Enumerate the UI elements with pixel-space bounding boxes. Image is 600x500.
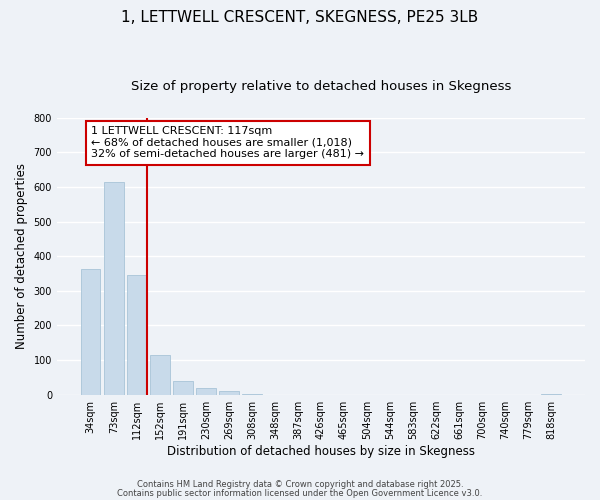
- Bar: [81, 270, 100, 394]
- Bar: [127, 276, 146, 394]
- Bar: [173, 380, 193, 394]
- X-axis label: Distribution of detached houses by size in Skegness: Distribution of detached houses by size …: [167, 444, 475, 458]
- Text: Contains HM Land Registry data © Crown copyright and database right 2025.: Contains HM Land Registry data © Crown c…: [137, 480, 463, 489]
- Bar: [104, 182, 124, 394]
- Text: 1, LETTWELL CRESCENT, SKEGNESS, PE25 3LB: 1, LETTWELL CRESCENT, SKEGNESS, PE25 3LB: [121, 10, 479, 25]
- Bar: [196, 388, 215, 394]
- Bar: [150, 355, 170, 395]
- Text: Contains public sector information licensed under the Open Government Licence v3: Contains public sector information licen…: [118, 488, 482, 498]
- Title: Size of property relative to detached houses in Skegness: Size of property relative to detached ho…: [131, 80, 511, 93]
- Y-axis label: Number of detached properties: Number of detached properties: [15, 163, 28, 349]
- Text: 1 LETTWELL CRESCENT: 117sqm
← 68% of detached houses are smaller (1,018)
32% of : 1 LETTWELL CRESCENT: 117sqm ← 68% of det…: [91, 126, 364, 160]
- Bar: [219, 390, 239, 394]
